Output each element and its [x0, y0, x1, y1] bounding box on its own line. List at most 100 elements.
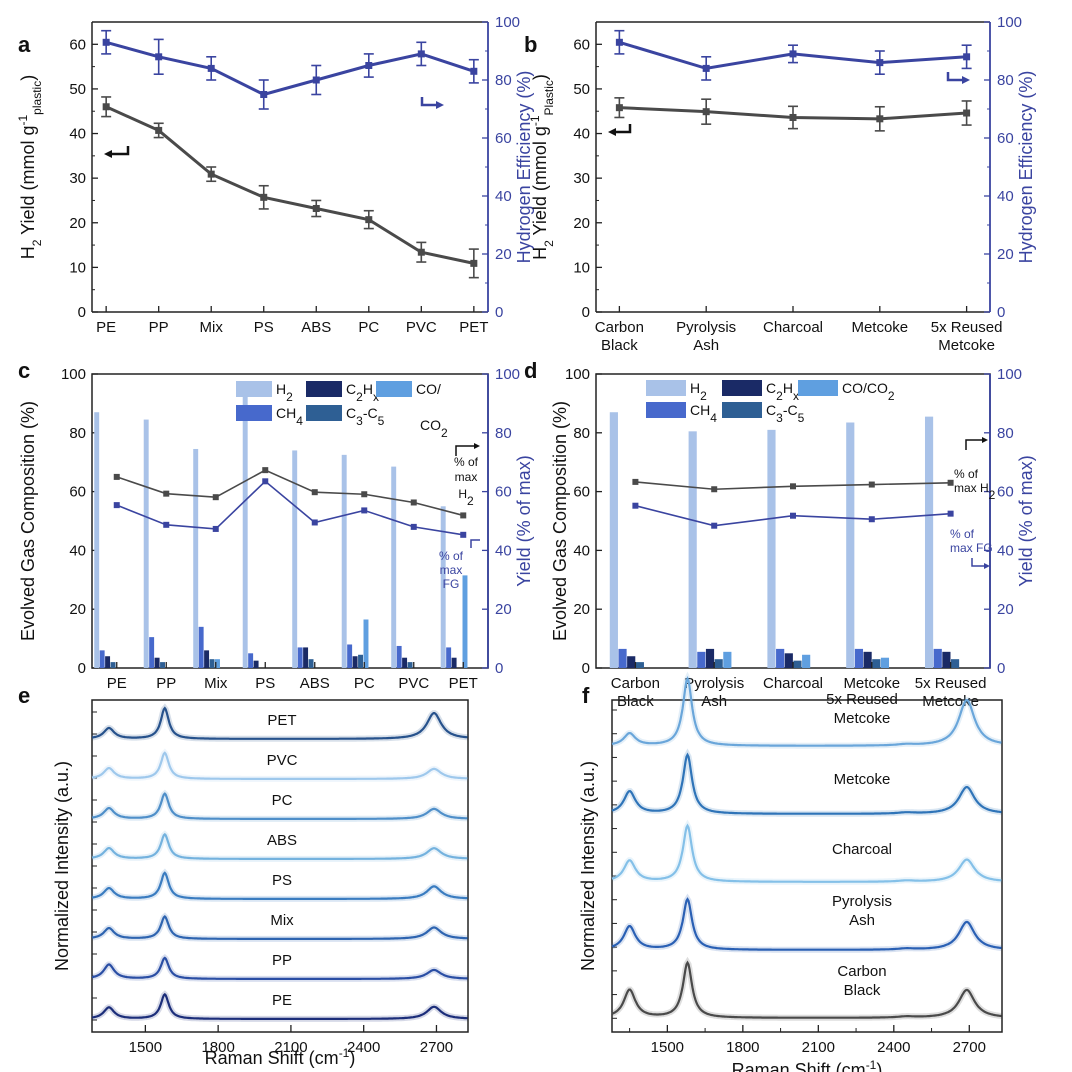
- x-tick-label: PET: [449, 675, 478, 692]
- x-tick-label-line: Metcoke: [851, 319, 908, 336]
- label-part: 2: [888, 389, 895, 403]
- label-part: 4: [710, 411, 717, 425]
- x-tick-label: Pyrolysis Ash: [676, 319, 736, 354]
- spectrum-label-line: Black: [844, 982, 881, 999]
- bar-h2: [193, 448, 199, 668]
- annotation-line: % of: [454, 455, 479, 469]
- label-part: -1: [866, 1058, 877, 1072]
- bar-ch4: [446, 647, 452, 668]
- y-axis-label: Normalized Intensity (a.u.): [578, 761, 598, 971]
- spectrum-label: 5x Reused Metcoke: [826, 691, 898, 727]
- right-axis-arrowhead: [962, 76, 970, 84]
- panel-label-d: d: [524, 358, 537, 383]
- label-part: Normalized Intensity (a.u.): [52, 761, 72, 971]
- panel-label-e: e: [18, 683, 30, 708]
- bar-h2: [924, 416, 934, 668]
- spectrum-line: [91, 792, 468, 820]
- left-tick-label: 60: [69, 484, 86, 501]
- bar-h2: [688, 431, 697, 668]
- label-part: C: [346, 405, 356, 421]
- panel-label-c: c: [18, 358, 30, 383]
- series-line-left: [105, 105, 475, 265]
- label-part: Hydrogen Efficiency (%): [514, 71, 534, 264]
- label-part: CH: [276, 405, 296, 421]
- right-tick-label: 100: [997, 14, 1022, 31]
- label-part: H: [530, 247, 550, 260]
- label-part: ): [876, 1060, 882, 1072]
- bar-c2hx: [705, 648, 715, 668]
- x-tick-label: Charcoal: [763, 675, 823, 692]
- x-tick-label: Mix: [200, 319, 224, 336]
- x-tick-label-line: Black: [617, 693, 654, 710]
- y-axis-label-right: Yield (% of max): [514, 455, 534, 586]
- label-part: Yield (mmol g: [530, 126, 550, 240]
- annotation-line: max: [455, 470, 478, 484]
- x-tick-label: PVC: [406, 319, 437, 336]
- x-tick-label-line: Pyrolysis: [676, 319, 736, 336]
- left-tick-label: 60: [573, 36, 590, 53]
- bar-ch4: [198, 626, 204, 668]
- spectrum-label: PS: [272, 872, 292, 889]
- bar-c3-c5: [209, 659, 215, 668]
- label-part: 3: [776, 411, 783, 425]
- label-part: H: [18, 246, 38, 259]
- legend-label: C3-C5: [766, 402, 805, 425]
- annotation-max-fg: % of max FG: [439, 549, 464, 591]
- spectrum-label: PVC: [267, 752, 298, 769]
- line-point: [632, 478, 639, 485]
- data-point: [615, 38, 623, 46]
- x-tick-label: Charcoal: [763, 319, 823, 336]
- annotation-max-h2: % of: [954, 467, 979, 481]
- left-tick-label: 80: [573, 425, 590, 442]
- right-tick-label: 60: [997, 130, 1014, 147]
- right-tick-label: 0: [997, 304, 1005, 321]
- left-tick-label: 30: [573, 170, 590, 187]
- spectrum-label: Charcoal: [832, 841, 892, 858]
- left-tick-label: 40: [573, 126, 590, 143]
- label-part: CH: [690, 402, 710, 418]
- line-point: [711, 522, 718, 529]
- label-part: Evolved Gas Composition (%): [18, 401, 38, 641]
- right-tick-label: 100: [495, 366, 520, 383]
- label-part: ): [530, 74, 550, 80]
- x-tick-label: 1500: [651, 1039, 684, 1056]
- spectrum-line: [91, 914, 468, 940]
- x-tick-label-line: Metcoke: [922, 693, 979, 710]
- x-tick-label: Metcoke: [851, 319, 908, 336]
- line-point: [410, 499, 417, 506]
- line-point: [262, 467, 269, 474]
- x-tick-label-line: 5x Reused: [931, 319, 1003, 336]
- bar-c2hx: [627, 656, 636, 668]
- x-tick-label-line: Metcoke: [843, 675, 900, 692]
- x-tick-label: 5x Reused Metcoke: [931, 319, 1003, 354]
- data-point: [102, 38, 110, 46]
- label-part: 2: [441, 426, 448, 440]
- legend-swatch: [236, 381, 272, 397]
- x-tick-label: PP: [149, 319, 169, 336]
- bar-ch4: [396, 645, 402, 668]
- line-point: [212, 494, 219, 501]
- legend-label: C2Hx: [766, 380, 799, 403]
- y-axis-label-right: Hydrogen Efficiency (%): [1016, 71, 1036, 264]
- spectrum-band: [611, 819, 1002, 885]
- left-tick-label: 0: [78, 660, 86, 677]
- right-tick-label: 40: [997, 542, 1014, 559]
- spectrum-label: Pyrolysis Ash: [832, 893, 892, 929]
- spectrum-line: [91, 956, 468, 980]
- bar-co-co2: [723, 651, 732, 668]
- data-point: [963, 53, 971, 61]
- label-part: 2: [356, 390, 363, 404]
- data-point: [470, 259, 478, 267]
- left-tick-label: 40: [69, 126, 86, 143]
- label-part: Plastic: [542, 80, 556, 115]
- right-tick-label: 40: [997, 188, 1014, 205]
- left-tick-label: 10: [69, 259, 86, 276]
- left-tick-label: 10: [573, 259, 590, 276]
- left-axis-arrowhead: [104, 150, 112, 158]
- spectrum-label-line: Carbon: [837, 963, 886, 980]
- panel-label-b: b: [524, 32, 537, 57]
- bar-c2hx: [154, 657, 160, 668]
- line-point: [868, 481, 875, 488]
- label-part: 2: [776, 389, 783, 403]
- x-axis-label: Raman Shift (cm-1): [205, 1046, 356, 1068]
